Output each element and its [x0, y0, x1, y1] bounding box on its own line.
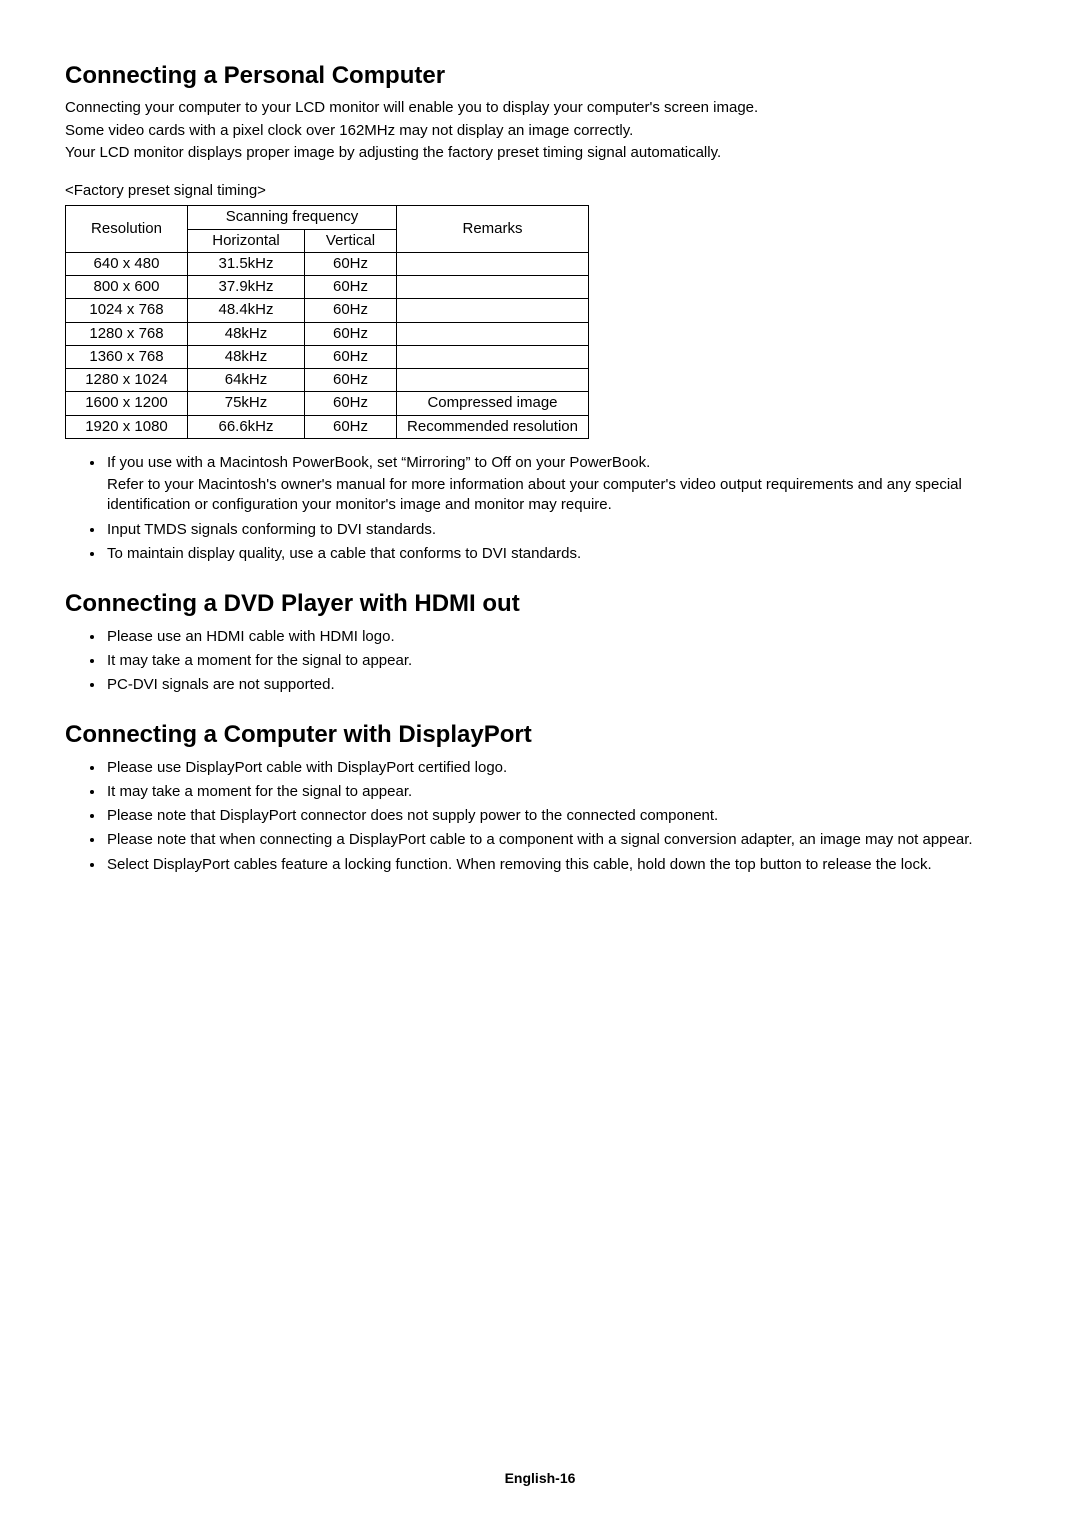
- timing-table: Resolution Scanning frequency Remarks Ho…: [65, 205, 589, 439]
- table-row: 1280 x 102464kHz60Hz: [66, 369, 589, 392]
- section1-bullets: If you use with a Macintosh PowerBook, s…: [65, 453, 1015, 564]
- table-cell: 800 x 600: [66, 276, 188, 299]
- table-cell: [397, 299, 589, 322]
- th-remarks: Remarks: [397, 206, 589, 253]
- table-row: 640 x 48031.5kHz60Hz: [66, 252, 589, 275]
- section2-title: Connecting a DVD Player with HDMI out: [65, 588, 1015, 620]
- section1-title: Connecting a Personal Computer: [65, 60, 1015, 92]
- table-cell: 48kHz: [188, 345, 305, 368]
- table-cell: 60Hz: [305, 276, 397, 299]
- section1-intro-line: Some video cards with a pixel clock over…: [65, 121, 1015, 141]
- list-item: If you use with a Macintosh PowerBook, s…: [105, 453, 1015, 516]
- th-scanfreq: Scanning frequency: [188, 206, 397, 229]
- th-resolution: Resolution: [66, 206, 188, 253]
- list-item: To maintain display quality, use a cable…: [105, 544, 1015, 564]
- table-row: 800 x 60037.9kHz60Hz: [66, 276, 589, 299]
- section2-bullets: Please use an HDMI cable with HDMI logo.…: [65, 627, 1015, 696]
- table-cell: 1024 x 768: [66, 299, 188, 322]
- table-cell: 60Hz: [305, 345, 397, 368]
- list-item: It may take a moment for the signal to a…: [105, 782, 1015, 802]
- table-cell: 1920 x 1080: [66, 415, 188, 438]
- table-cell: 37.9kHz: [188, 276, 305, 299]
- list-item: Please use an HDMI cable with HDMI logo.: [105, 627, 1015, 647]
- table-cell: 1280 x 768: [66, 322, 188, 345]
- section3-title: Connecting a Computer with DisplayPort: [65, 719, 1015, 751]
- table-cell: Recommended resolution: [397, 415, 589, 438]
- table-cell: 640 x 480: [66, 252, 188, 275]
- table-row: 1360 x 76848kHz60Hz: [66, 345, 589, 368]
- section1-intro-line: Your LCD monitor displays proper image b…: [65, 143, 1015, 163]
- table-row: 1600 x 120075kHz60HzCompressed image: [66, 392, 589, 415]
- table-cell: [397, 345, 589, 368]
- table-cell: 60Hz: [305, 415, 397, 438]
- table-cell: 60Hz: [305, 299, 397, 322]
- table-cell: [397, 252, 589, 275]
- table-cell: 64kHz: [188, 369, 305, 392]
- section3-bullets: Please use DisplayPort cable with Displa…: [65, 758, 1015, 875]
- table-cell: [397, 276, 589, 299]
- table-cell: 75kHz: [188, 392, 305, 415]
- table-cell: 1360 x 768: [66, 345, 188, 368]
- table-cell: Compressed image: [397, 392, 589, 415]
- list-item-sub: Refer to your Macintosh's owner's manual…: [107, 475, 1015, 516]
- list-item: Please note that DisplayPort connector d…: [105, 806, 1015, 826]
- table-cell: 1280 x 1024: [66, 369, 188, 392]
- table-cell: 60Hz: [305, 392, 397, 415]
- page-footer: English-16: [0, 1469, 1080, 1488]
- table-cell: 60Hz: [305, 322, 397, 345]
- list-item: Please use DisplayPort cable with Displa…: [105, 758, 1015, 778]
- table-cell: 1600 x 1200: [66, 392, 188, 415]
- section1-intro-line: Connecting your computer to your LCD mon…: [65, 98, 1015, 118]
- th-vertical: Vertical: [305, 229, 397, 252]
- table-cell: 48kHz: [188, 322, 305, 345]
- list-item: Select DisplayPort cables feature a lock…: [105, 855, 1015, 875]
- list-item: Input TMDS signals conforming to DVI sta…: [105, 520, 1015, 540]
- table-cell: [397, 369, 589, 392]
- list-item: It may take a moment for the signal to a…: [105, 651, 1015, 671]
- table-caption: <Factory preset signal timing>: [65, 181, 1015, 201]
- table-cell: 31.5kHz: [188, 252, 305, 275]
- list-item: Please note that when connecting a Displ…: [105, 830, 1015, 850]
- table-row: 1280 x 76848kHz60Hz: [66, 322, 589, 345]
- table-cell: 60Hz: [305, 252, 397, 275]
- table-cell: 66.6kHz: [188, 415, 305, 438]
- table-cell: 60Hz: [305, 369, 397, 392]
- table-cell: 48.4kHz: [188, 299, 305, 322]
- table-row: 1024 x 76848.4kHz60Hz: [66, 299, 589, 322]
- table-row: 1920 x 108066.6kHz60HzRecommended resolu…: [66, 415, 589, 438]
- th-horizontal: Horizontal: [188, 229, 305, 252]
- table-cell: [397, 322, 589, 345]
- list-item: PC-DVI signals are not supported.: [105, 675, 1015, 695]
